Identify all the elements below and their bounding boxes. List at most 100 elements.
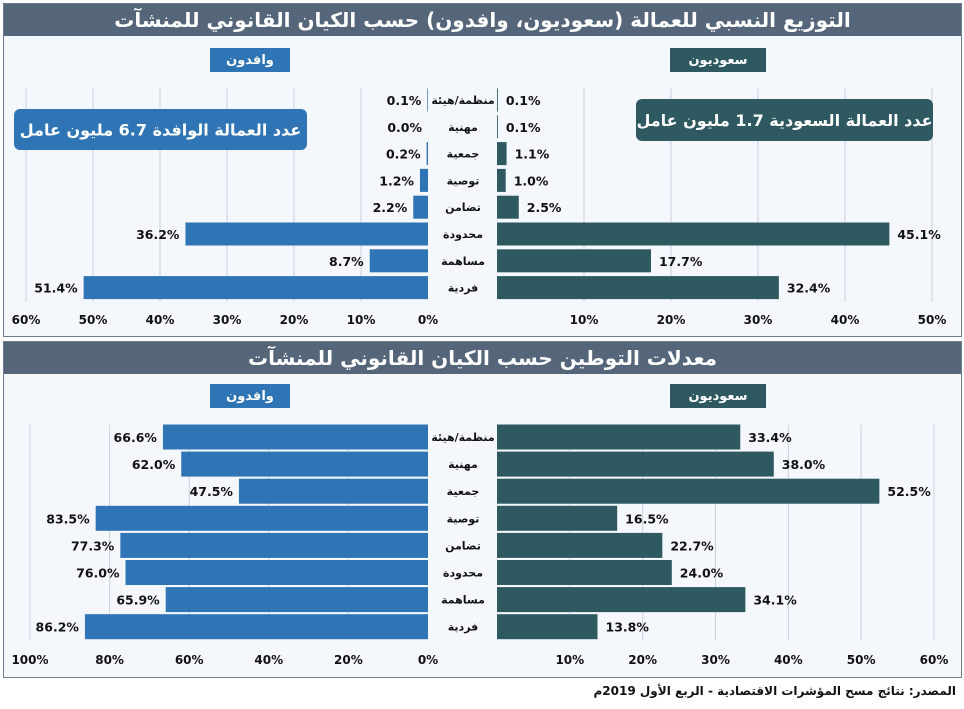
left-axis-tick-label: 80% [95, 653, 124, 667]
data-label-foreign: 77.3% [71, 538, 115, 553]
category-label: محدودة [443, 567, 483, 580]
bar-foreign [185, 222, 428, 246]
bar-foreign [419, 168, 428, 192]
bar-foreign [181, 451, 428, 477]
bar-foreign [162, 424, 428, 450]
annotation-foreign-count: عدد العمالة الوافدة 6.7 مليون عامل [14, 109, 307, 150]
left-axis-tick-label: 0% [418, 653, 438, 667]
right-axis-tick-label: 20% [628, 653, 657, 667]
bar-saudi [497, 115, 498, 139]
annotation-saudi-count: عدد العمالة السعودية 1.7 مليون عامل [636, 99, 933, 141]
legend-foreign-swatch [210, 48, 290, 72]
data-label-foreign: 51.4% [34, 281, 78, 296]
bar-foreign [369, 249, 428, 273]
data-label-saudi: 24.0% [680, 566, 724, 581]
bar-foreign [165, 587, 428, 613]
legend-foreign-label: وافدون [226, 389, 274, 404]
right-axis-tick-label: 10% [555, 653, 584, 667]
bar-foreign [120, 532, 428, 558]
legend-saudi: سعوديون [670, 384, 766, 408]
data-label-saudi: 0.1% [506, 120, 541, 135]
right-axis-tick-label: 50% [918, 313, 947, 327]
bar-saudi [497, 614, 598, 640]
category-label: منظمة/هيئة [431, 431, 494, 444]
right-axis-tick-label: 20% [657, 313, 686, 327]
data-label-saudi: 16.5% [625, 511, 669, 526]
bar-saudi [497, 587, 746, 613]
bar-saudi [497, 424, 741, 450]
data-label-saudi: 52.5% [887, 484, 931, 499]
left-axis-tick-label: 0% [418, 313, 438, 327]
bar-saudi [497, 478, 880, 504]
data-label-saudi: 2.5% [527, 200, 562, 215]
data-label-saudi: 38.0% [782, 457, 826, 472]
data-label-foreign: 86.2% [36, 620, 80, 635]
annotation-saudi-count-box [636, 99, 933, 141]
data-label-saudi: 1.0% [514, 173, 549, 188]
category-label: محدودة [443, 228, 483, 241]
data-label-foreign: 0.1% [387, 93, 422, 108]
data-label-saudi: 45.1% [897, 227, 941, 242]
data-label-foreign: 0.2% [386, 147, 421, 162]
bar-saudi [497, 195, 519, 219]
bar-foreign [413, 195, 428, 219]
legend-foreign-label: وافدون [226, 53, 274, 68]
bar-saudi [497, 142, 507, 166]
bar-saudi [497, 249, 651, 273]
chart-panel-distribution: التوزيع النسبي للعمالة (سعوديون، وافدون)… [3, 3, 962, 337]
category-label: مساهمة [441, 255, 485, 268]
legend-saudi-label: سعوديون [688, 389, 747, 404]
chart-title: معدلات التوطين حسب الكيان القانوني للمنش… [4, 342, 961, 374]
category-label: فردية [448, 621, 479, 634]
bar-saudi [497, 451, 774, 477]
right-axis-tick-label: 10% [570, 313, 599, 327]
data-label-foreign: 36.2% [136, 227, 180, 242]
bar-foreign [125, 560, 429, 585]
left-axis-tick-label: 60% [12, 313, 41, 327]
annotation-foreign-count-box [14, 109, 307, 150]
legend-foreign: وافدون [210, 48, 290, 72]
category-label: جمعية [447, 148, 480, 161]
bar-foreign [83, 276, 429, 300]
bar-foreign [426, 142, 428, 166]
chart-saudization: 10% 20% 30% 40% 50% 60% 0% 20% 40% 60% 80% 100% سعود… [11, 384, 949, 667]
data-label-foreign: 47.5% [190, 484, 234, 499]
legend-saudi-swatch [670, 384, 766, 408]
right-axis-tick-label: 60% [920, 653, 949, 667]
left-axis-tick-label: 40% [254, 653, 283, 667]
data-label-foreign: 0.0% [387, 120, 422, 135]
data-label-foreign: 76.0% [76, 566, 120, 581]
category-label: تضامن [445, 201, 481, 214]
bar-foreign [95, 505, 429, 531]
bar-foreign [238, 478, 428, 504]
legend-saudi-label: سعوديون [688, 53, 747, 68]
category-label: تضامن [445, 539, 481, 552]
chart-distribution: 10% 20% 30% 40% 50% 0% 10% 20% 30% 40% 50% 60% سعودي… [12, 48, 947, 327]
category-label: مساهمة [441, 594, 485, 607]
data-label-saudi: 0.1% [506, 93, 541, 108]
category-label: مهنية [448, 121, 478, 134]
bar-saudi [497, 532, 663, 558]
data-label-foreign: 66.6% [114, 430, 158, 445]
data-label-foreign: 2.2% [373, 200, 408, 215]
right-axis-tick-label: 30% [701, 653, 730, 667]
data-label-saudi: 17.7% [659, 254, 703, 269]
category-label: مهنية [448, 458, 478, 471]
data-label-foreign: 62.0% [132, 457, 176, 472]
data-label-saudi: 22.7% [670, 538, 714, 553]
category-label: منظمة/هيئة [431, 94, 494, 107]
category-label: توصية [447, 512, 480, 525]
bar-saudi [497, 222, 890, 246]
data-label-saudi: 34.1% [753, 593, 797, 608]
legend-foreign: وافدون [210, 384, 290, 408]
data-label-foreign: 83.5% [46, 511, 90, 526]
left-axis-tick-label: 10% [347, 313, 376, 327]
left-axis-tick-label: 100% [11, 653, 48, 667]
bar-foreign [427, 88, 428, 112]
bar-saudi [497, 505, 618, 531]
legend-foreign-swatch [210, 384, 290, 408]
chart-panel-saudization: معدلات التوطين حسب الكيان القانوني للمنش… [3, 341, 962, 678]
data-label-foreign: 65.9% [116, 593, 160, 608]
data-label-saudi: 1.1% [515, 147, 550, 162]
data-label-foreign: 8.7% [329, 254, 364, 269]
